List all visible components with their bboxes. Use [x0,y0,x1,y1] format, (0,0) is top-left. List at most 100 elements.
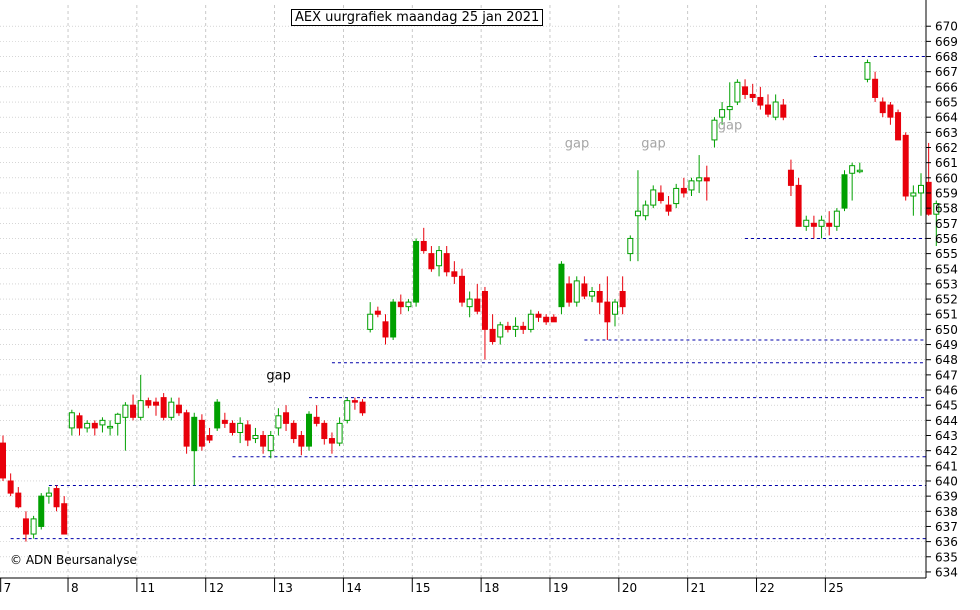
y-tick-label: 637 [935,520,958,534]
candle-body [466,298,473,308]
candle-body [22,518,29,535]
candle-body [703,177,710,182]
candle-body [283,412,290,424]
candle-body [879,101,886,114]
candle-body [481,291,488,330]
y-tick-label: 657 [935,217,958,231]
candle-body [673,187,680,205]
candle-body [474,298,481,312]
candle-body [191,416,198,452]
y-tick-label: 648 [935,353,958,367]
candle-body [61,503,68,535]
candle-body [382,321,389,338]
candle-body [742,86,749,95]
candle-body [787,169,794,186]
y-tick-label: 642 [935,444,958,458]
candle-body [619,291,626,308]
candle-body [221,419,228,424]
y-tick-label: 650 [935,323,958,337]
candle-body [7,480,14,494]
candle-body [405,301,412,308]
support-lines [10,56,926,540]
y-tick-label: 645 [935,399,958,413]
candle-body [589,291,596,297]
candle-body [849,165,856,174]
candle-body [130,404,137,418]
candle-body [550,316,557,323]
candle-body [780,104,787,118]
y-tick-label: 665 [935,96,958,110]
y-tick-label: 653 [935,277,958,291]
candle-body [359,401,366,414]
candle-body [122,404,129,418]
candle-body [344,400,351,421]
y-tick-label: 652 [935,293,958,307]
y-tick-label: 669 [935,35,958,49]
candle-body [367,313,374,330]
candle-body [581,283,588,297]
gap-label: gap [266,368,290,383]
candle-body [321,422,328,440]
candle-body [864,62,871,80]
candle-body [726,106,733,111]
candle-body [604,301,611,323]
candle-body [634,210,641,217]
candle-body [933,203,940,215]
candle-body [443,253,450,273]
x-tick-label: 14 [346,581,361,595]
chart-title: AEX uurgrafiek maandag 25 jan 2021 [291,9,544,26]
candle-body [925,181,932,215]
y-tick-label: 670 [935,20,958,34]
candle-body [175,404,182,414]
candle-body [810,222,817,227]
candle-body [436,250,443,267]
candle-body [229,422,236,433]
candle-body [612,301,618,315]
candle-body [504,325,511,330]
candle-body [489,328,496,343]
candle-body [252,435,259,440]
candle-body [153,401,159,406]
y-tick-label: 644 [935,414,958,428]
gap-label: gap [641,136,665,151]
x-tick-label: 15 [415,581,430,595]
gap-label: gap [565,136,589,151]
candle-body [290,422,297,440]
y-tick-label: 638 [935,505,958,519]
candle-body [887,104,894,118]
candle-body [214,401,221,429]
candle-body [145,400,152,406]
candle-body [68,412,75,429]
candle-body [497,324,504,338]
candle-body [328,438,335,444]
candle-body [351,400,358,403]
candle-body [558,263,565,308]
candle-body [206,435,213,441]
candle-body [137,400,144,418]
y-tick-label: 667 [935,65,958,79]
candle-body [451,271,458,277]
y-tick-label: 634 [935,565,958,579]
candle-body [260,435,267,447]
candle-body [84,422,91,429]
candle-body [168,401,175,418]
x-tick-label: 19 [553,581,568,595]
candle-body [772,101,779,118]
candle-body [512,325,519,330]
candle-body [841,174,848,209]
grid-lines [0,5,926,578]
candle-body [183,412,190,447]
candle-body [535,313,542,318]
candle-body [198,419,205,447]
candle-body [918,184,924,194]
y-tick-label: 661 [935,156,958,170]
candle-body [596,291,603,303]
y-tick-label: 662 [935,141,958,155]
candle-body [76,415,83,429]
x-tick-label: 20 [622,581,637,595]
candle-body [30,518,37,535]
x-axis: 7 8 11 12 13 14 15 18 19 20 21 22 25 [0,577,926,595]
y-tick-label: 649 [935,338,958,352]
y-tick-label: 664 [935,111,958,125]
